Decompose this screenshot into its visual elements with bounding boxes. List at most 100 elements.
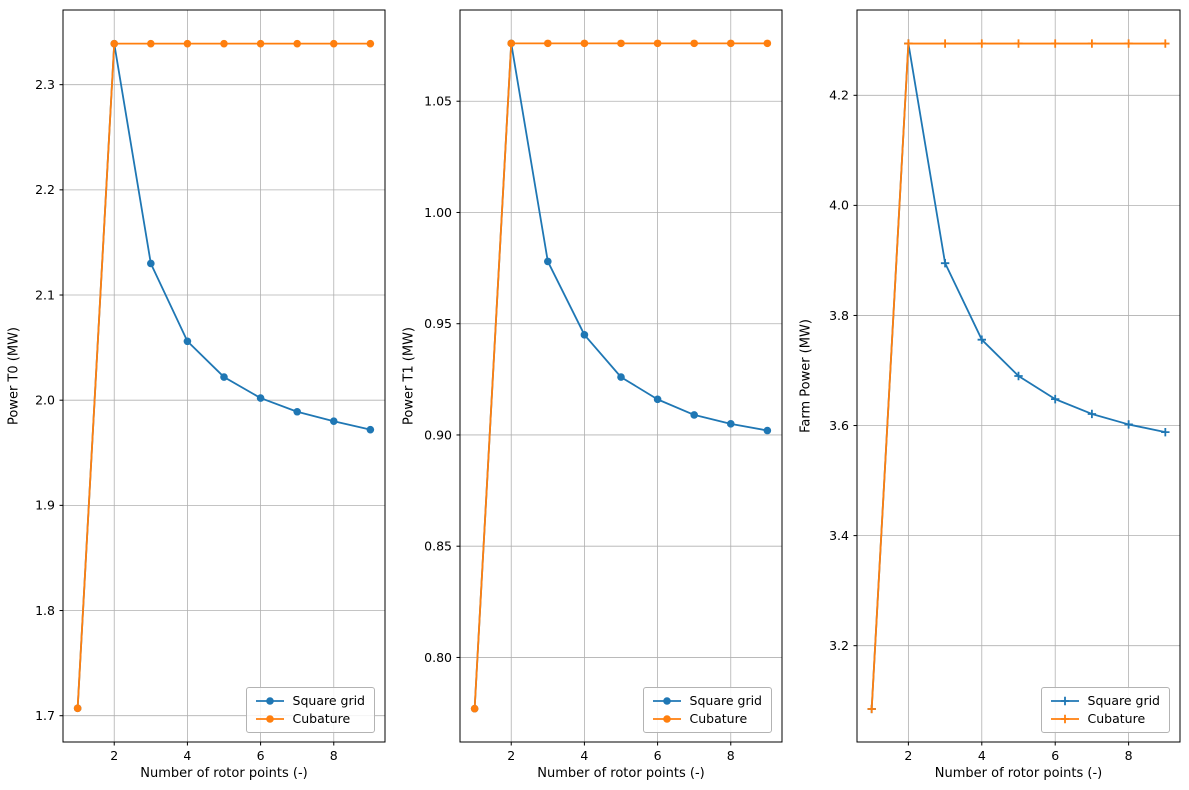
gridlines [63, 10, 385, 742]
data-point-marker [265, 715, 274, 723]
series-square-grid [867, 39, 1170, 714]
plot-canvas-power-t1: 2 4 6 8 0.80 0.85 0.90 0.95 1.00 1.05 [424, 9, 783, 763]
y-tick-label: 1.7 [35, 708, 55, 723]
y-tick-label: 3.2 [829, 638, 849, 653]
data-point-marker [1161, 39, 1170, 48]
x-tick-label: 6 [1051, 748, 1059, 763]
axes-frame [856, 9, 1181, 743]
data-point-marker [617, 373, 625, 381]
legend: Square grid Cubature [245, 687, 375, 733]
x-tick-label: 6 [257, 748, 265, 763]
data-point-marker [580, 331, 589, 339]
x-tick-label: 4 [183, 748, 191, 763]
y-tick-label: 3.4 [829, 528, 849, 543]
y-tick-label: 1.8 [35, 603, 55, 618]
data-point-marker [507, 39, 516, 48]
axes-frame [459, 9, 783, 743]
subplot-power-t1: 2 4 6 8 0.80 0.85 0.90 0.95 1.00 1.05 Power T1 (M… [396, 0, 793, 790]
data-point-marker [73, 704, 82, 713]
legend-entry: Cubature [1049, 711, 1160, 727]
data-point-marker [183, 337, 192, 346]
series-cubature [470, 39, 772, 713]
x-tick-label: 8 [330, 748, 338, 763]
data-point-marker [329, 39, 338, 48]
x-tick-label: 4 [580, 748, 588, 763]
data-point-marker [1087, 39, 1097, 48]
legend-entry: Square grid [1049, 693, 1160, 709]
data-point-marker [940, 39, 950, 48]
data-point-marker [653, 395, 662, 404]
legend-line-marker [1050, 714, 1079, 724]
plot-canvas-power-t0: 2 4 6 8 1.7 1.8 1.9 2.0 2.1 2.2 2.3 [35, 9, 386, 763]
data-point-marker [1087, 409, 1097, 419]
legend-label: Square grid [1087, 693, 1160, 708]
x-axis-label: Number of rotor points (-) [140, 766, 308, 781]
legend-label: Square grid [689, 693, 762, 708]
gridlines [857, 10, 1180, 742]
legend-line-marker [255, 697, 284, 705]
legend-line-marker [255, 715, 284, 723]
data-point-marker [147, 39, 155, 48]
data-point-marker [470, 704, 479, 713]
axes-frame [62, 9, 386, 743]
x-axis-label: Number of rotor points (-) [537, 766, 705, 781]
y-tick-label: 1.05 [424, 94, 452, 109]
plot-canvas-farm-power: 2 4 6 8 3.2 3.4 3.6 3.8 4.0 4.2 [829, 9, 1181, 763]
series-cubature [73, 39, 375, 713]
x-tick-label: 2 [507, 748, 515, 763]
legend-label: Square grid [292, 693, 365, 708]
legend-entry: Cubature [254, 711, 365, 727]
data-point-marker [293, 39, 301, 48]
legend-line-marker [652, 715, 681, 723]
data-point-marker [1051, 39, 1060, 48]
legend-label: Cubature [1087, 711, 1146, 726]
data-point-marker [940, 258, 950, 268]
data-point-marker [690, 411, 698, 419]
data-point-marker [220, 39, 228, 48]
data-point-marker [726, 39, 735, 48]
data-point-marker [1060, 714, 1069, 724]
x-tick-label: 6 [654, 748, 662, 763]
x-axis-label: Number of rotor points (-) [934, 766, 1103, 781]
subplot-farm-power: 2 4 6 8 3.2 3.4 3.6 3.8 4.0 4.2 Farm Power (MW) N… [793, 0, 1189, 790]
data-point-marker [366, 425, 375, 434]
y-tick-label: 2.3 [35, 77, 55, 92]
series-cubature [867, 39, 1170, 714]
data-point-marker [366, 39, 375, 48]
y-tick-label: 4.2 [829, 88, 849, 103]
legend-line-marker [1050, 696, 1079, 706]
y-axis-label: Power T1 (MW) [401, 327, 417, 425]
data-point-marker [653, 39, 662, 48]
data-point-marker [544, 257, 552, 266]
data-point-marker [763, 39, 772, 48]
data-point-marker [1124, 420, 1133, 429]
y-tick-label: 3.6 [829, 418, 849, 433]
y-tick-label: 4.0 [829, 198, 849, 213]
data-point-marker [977, 335, 986, 344]
legend-label: Cubature [292, 711, 351, 726]
x-tick-label: 4 [978, 748, 986, 763]
data-point-marker [580, 39, 589, 48]
data-point-marker [256, 39, 265, 48]
data-point-marker [977, 39, 986, 48]
subplot-power-t0: 2 4 6 8 1.7 1.8 1.9 2.0 2.1 2.2 2.3 Power T0 (MW) … [0, 0, 396, 790]
legend-label: Cubature [689, 711, 748, 726]
y-tick-label: 0.80 [424, 650, 452, 665]
legend: Square grid Cubature [1040, 687, 1170, 733]
y-axis-label: Farm Power (MW) [798, 319, 814, 433]
x-tick-label: 2 [110, 748, 118, 763]
x-tick-label: 2 [904, 748, 912, 763]
data-point-marker [617, 39, 625, 48]
data-point-marker [256, 394, 265, 402]
series-square-grid [470, 39, 772, 713]
data-point-marker [293, 407, 301, 416]
data-point-marker [904, 39, 913, 48]
legend-entry: Square grid [651, 693, 762, 709]
y-tick-label: 2.1 [35, 287, 55, 302]
axis-ticks: 2 4 6 8 1.7 1.8 1.9 2.0 2.1 2.2 2.3 [35, 77, 338, 763]
data-point-marker [662, 715, 671, 723]
axis-ticks: 2 4 6 8 3.2 3.4 3.6 3.8 4.0 4.2 [829, 88, 1133, 763]
y-tick-label: 3.8 [829, 308, 849, 323]
data-point-marker [662, 697, 671, 705]
